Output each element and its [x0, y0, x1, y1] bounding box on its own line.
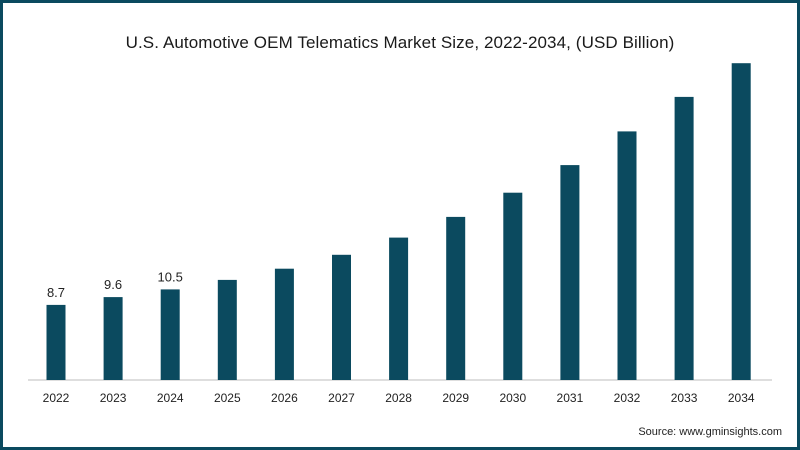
- x-tick-label-2031: 2031: [557, 391, 584, 405]
- bar-2030: [503, 192, 523, 380]
- x-tick-label-2028: 2028: [385, 391, 412, 405]
- x-tick-labels: 2022 2023 2024 2025 2026 2027 2028 2029 2030 2031…: [43, 391, 755, 405]
- bar-2031: [560, 165, 580, 380]
- x-tick-label-2033: 2033: [671, 391, 698, 405]
- x-tick-label-2024: 2024: [157, 391, 184, 405]
- bar-2027: [332, 254, 351, 380]
- bar-2026: [274, 268, 294, 380]
- x-tick-label-2026: 2026: [271, 391, 298, 405]
- x-tick-label-2025: 2025: [214, 391, 241, 405]
- data-label-2024: 10.5: [158, 269, 183, 284]
- source-note: Source: www.gminsights.com: [638, 426, 782, 438]
- x-tick-label-2030: 2030: [499, 391, 526, 405]
- bar-2024: [160, 289, 180, 380]
- bar-2032: [617, 131, 637, 380]
- bar-2025: [217, 279, 237, 380]
- chart-title: U.S. Automotive OEM Telematics Market Si…: [125, 33, 675, 52]
- bars-group: [46, 63, 751, 381]
- data-label-2022: 8.7: [47, 285, 65, 300]
- bar-2023: [103, 297, 123, 380]
- bar-2033: [674, 96, 694, 381]
- data-labels: 8.7 9.6 10.5: [47, 269, 183, 300]
- x-tick-label-2027: 2027: [328, 391, 355, 405]
- x-tick-label-2032: 2032: [614, 391, 641, 405]
- x-tick-label-2034: 2034: [728, 391, 755, 405]
- bar-2034: [731, 63, 751, 380]
- data-label-2023: 9.6: [104, 277, 122, 292]
- bar-2029: [446, 216, 466, 380]
- bar-2028: [389, 237, 409, 380]
- bar-2022: [46, 304, 66, 380]
- x-tick-label-2022: 2022: [43, 391, 70, 405]
- x-tick-label-2029: 2029: [442, 391, 469, 405]
- x-tick-label-2023: 2023: [100, 391, 127, 405]
